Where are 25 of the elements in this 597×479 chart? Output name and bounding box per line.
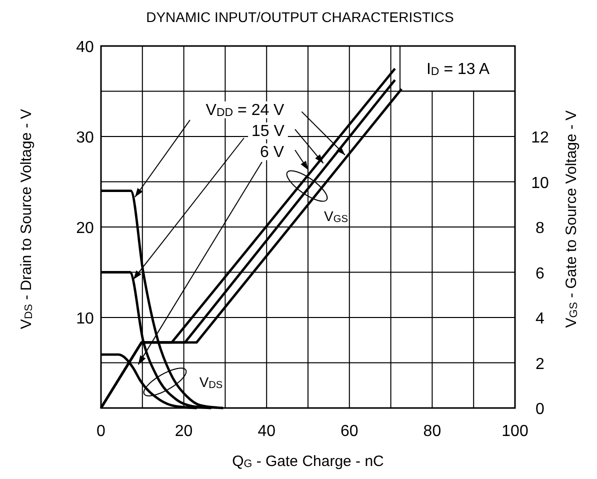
chart-title: DYNAMIC INPUT/OUTPUT CHARACTERISTICS <box>146 9 454 25</box>
annotation: VDD = 24 V <box>206 102 285 119</box>
annotation: ID = 13 A <box>426 61 490 78</box>
y2-tick-label: 4 <box>536 310 545 328</box>
x-axis-title: QG - Gate Charge - nC <box>232 453 384 470</box>
annotation: 15 V <box>252 123 285 140</box>
y2-tick-label: 10 <box>531 174 549 192</box>
x-tick-label: 80 <box>423 423 442 440</box>
x-tick-label: 60 <box>340 423 358 440</box>
y2-tick-label: 2 <box>536 356 545 373</box>
y2-tick-label: 12 <box>531 130 549 146</box>
x-tick-label: 0 <box>96 423 106 440</box>
y2-tick-label: 0 <box>536 401 545 418</box>
y-tick-label: 40 <box>76 39 94 56</box>
y-axis-title: VDS - Drain to Source Voltage - V <box>18 108 35 330</box>
y2-axis-title: VGS - Gate to Source Voltage - V <box>563 110 580 328</box>
y-tick-label: 30 <box>76 130 94 146</box>
y-tick-label: 10 <box>76 310 94 328</box>
y-tick-label: 20 <box>76 220 94 237</box>
annotation: 6 V <box>260 144 284 161</box>
x-tick-label: 20 <box>174 423 193 440</box>
x-tick-label: 100 <box>502 423 528 440</box>
x-tick-label: 40 <box>258 423 276 440</box>
y2-tick-label: 6 <box>536 265 545 282</box>
y2-tick-label: 8 <box>536 220 545 237</box>
